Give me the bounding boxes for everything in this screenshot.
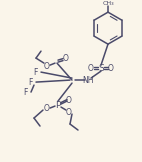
Text: CH₃: CH₃ [102, 1, 114, 6]
Text: O: O [44, 62, 50, 71]
Text: P: P [55, 101, 61, 110]
Text: O: O [88, 64, 94, 73]
Text: O: O [108, 64, 114, 73]
Text: F: F [29, 78, 33, 87]
Text: NH: NH [82, 76, 94, 85]
Text: F: F [34, 68, 38, 77]
Text: O: O [66, 108, 72, 116]
Text: F: F [24, 88, 28, 97]
Text: O: O [44, 104, 50, 113]
Text: O: O [66, 96, 72, 105]
Text: S: S [98, 64, 104, 73]
Text: O: O [63, 54, 69, 63]
